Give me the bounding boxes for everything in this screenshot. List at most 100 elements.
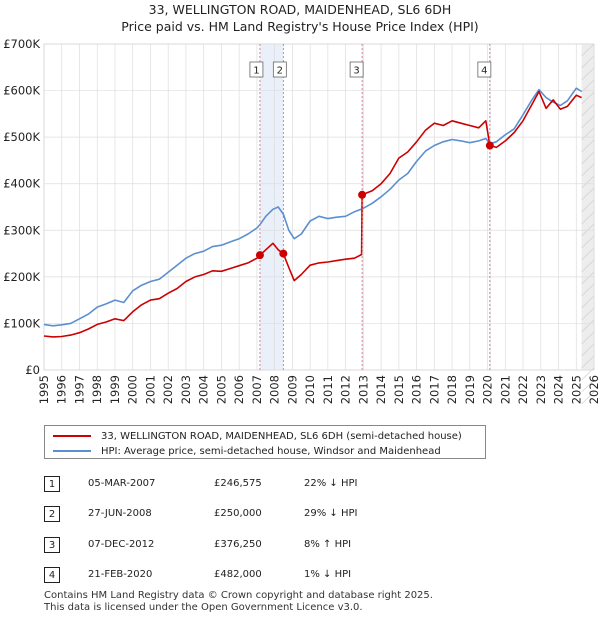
marker-label-box (249, 61, 264, 78)
forecast-hatch-line (581, 247, 595, 261)
chart-subtitle: Price paid vs. HM Land Registry's House … (121, 19, 478, 34)
transaction-hpi-diff: 1% ↓ HPI (304, 569, 352, 580)
forecast-hatch-line (581, 67, 595, 81)
plot-area (43, 43, 595, 371)
forecast-hatch-line (581, 175, 595, 189)
forecast-hatch-line (581, 199, 595, 213)
marker-label-box (349, 61, 364, 78)
transaction-date: 21-FEB-2020 (88, 569, 153, 580)
x-tick-label: 2000 (126, 375, 140, 404)
forecast-hatch-line (581, 43, 595, 57)
x-tick-label: 2012 (339, 375, 353, 404)
forecast-hatch-line (581, 283, 595, 297)
transaction-hpi-diff: 8% ↑ HPI (304, 539, 352, 550)
marker-label: 4 (481, 66, 487, 77)
x-tick-label: 2016 (410, 375, 424, 404)
price-chart: 33, WELLINGTON ROAD, MAIDENHEAD, SL6 6DH… (3, 2, 600, 405)
transaction-number-badge: 4 (44, 567, 60, 583)
forecast-hatch-line (581, 127, 595, 141)
x-tick-label: 2017 (427, 375, 441, 404)
x-tick-label: 2006 (232, 375, 246, 404)
x-tick-label: 1995 (37, 375, 51, 404)
marker-label-box (477, 61, 492, 78)
marker-label-box (272, 61, 287, 78)
y-tick-label: £500K (3, 130, 40, 144)
sale-marker-dot (358, 190, 367, 199)
chart-title: 33, WELLINGTON ROAD, MAIDENHEAD, SL6 6DH (149, 2, 452, 17)
legend-item-property: 33, WELLINGTON ROAD, MAIDENHEAD, SL6 6DH… (53, 429, 462, 443)
transaction-hpi-diff: 29% ↓ HPI (304, 508, 358, 519)
transaction-price: £376,250 (214, 539, 262, 550)
legend-label-property: 33, WELLINGTON ROAD, MAIDENHEAD, SL6 6DH… (101, 430, 462, 442)
transaction-row: 2 27-JUN-2008 £250,000 29% ↓ HPI (44, 506, 464, 526)
forecast-hatch-line (581, 259, 595, 273)
transaction-price: £482,000 (214, 569, 262, 580)
forecast-hatch-line (581, 79, 595, 93)
x-tick-label: 2007 (250, 375, 264, 404)
legend-label-hpi: HPI: Average price, semi-detached house,… (101, 445, 441, 457)
forecast-hatch-line (581, 139, 595, 153)
y-tick-label: £700K (3, 37, 40, 51)
footer-attribution: Contains HM Land Registry data © Crown c… (44, 590, 433, 614)
y-tick-label: £600K (3, 84, 40, 98)
legend-swatch-red (53, 435, 91, 437)
forecast-hatch-line (581, 295, 595, 309)
forecast-hatch-line (581, 271, 595, 285)
forecast-hatch-line (581, 331, 595, 345)
forecast-hatch-line (581, 355, 595, 369)
x-tick-label: 2021 (498, 375, 512, 404)
x-tick-label: 2019 (463, 375, 477, 404)
y-tick-label: £300K (3, 223, 40, 237)
x-tick-label: 1996 (55, 375, 69, 404)
forecast-hatch-line (581, 307, 595, 321)
transaction-date: 05-MAR-2007 (88, 478, 156, 489)
sale-marker-dot (255, 251, 264, 260)
transaction-date: 27-JUN-2008 (88, 508, 152, 519)
x-tick-label: 1999 (108, 375, 122, 404)
x-tick-label: 2014 (374, 375, 388, 404)
legend-item-hpi: HPI: Average price, semi-detached house,… (53, 444, 441, 458)
x-tick-label: 1997 (72, 375, 86, 404)
x-tick-label: 2018 (445, 375, 459, 404)
series-line-hpi (43, 87, 583, 327)
x-tick-label: 2001 (143, 375, 157, 404)
forecast-hatch-line (581, 235, 595, 249)
forecast-hatch-line (581, 103, 595, 117)
series-line-property (43, 90, 582, 338)
x-tick-label: 2003 (179, 375, 193, 404)
x-tick-label: 2004 (197, 375, 211, 404)
transaction-row: 1 05-MAR-2007 £246,575 22% ↓ HPI (44, 476, 464, 496)
transaction-number-badge: 3 (44, 537, 60, 553)
forecast-hatch-line (581, 211, 595, 225)
x-tick-label: 2009 (285, 375, 299, 404)
forecast-hatch-line (581, 391, 595, 405)
x-tick-label: 2010 (303, 375, 317, 404)
x-tick-label: 2002 (161, 375, 175, 404)
marker-label: 1 (253, 66, 259, 77)
footer-line-licence: This data is licensed under the Open Gov… (44, 602, 363, 613)
transaction-row: 4 21-FEB-2020 £482,000 1% ↓ HPI (44, 567, 464, 587)
x-tick-label: 2011 (321, 375, 335, 404)
x-tick-label: 2023 (534, 375, 548, 404)
legend-swatch-blue (53, 450, 91, 452)
x-tick-label: 2008 (268, 375, 282, 404)
transaction-price: £246,575 (214, 478, 262, 489)
x-tick-label: 2022 (516, 375, 530, 404)
x-tick-label: 2026 (587, 375, 600, 404)
transaction-price: £250,000 (214, 508, 262, 519)
forecast-hatch-line (581, 379, 595, 393)
x-tick-label: 2020 (481, 375, 495, 404)
shaded-range (259, 44, 284, 370)
forecast-hatch-line (581, 187, 595, 201)
marker-label: 3 (353, 66, 359, 77)
transaction-number-badge: 1 (44, 476, 60, 492)
transaction-number-badge: 2 (44, 506, 60, 522)
x-tick-label: 1998 (90, 375, 104, 404)
forecast-hatch-line (581, 151, 595, 165)
transaction-hpi-diff: 22% ↓ HPI (304, 478, 358, 489)
y-tick-label: £100K (3, 316, 40, 330)
y-tick-label: £0 (25, 363, 40, 377)
chart-legend: 33, WELLINGTON ROAD, MAIDENHEAD, SL6 6DH… (44, 425, 486, 459)
transaction-date: 07-DEC-2012 (88, 539, 155, 550)
sale-marker-dot (279, 249, 288, 258)
